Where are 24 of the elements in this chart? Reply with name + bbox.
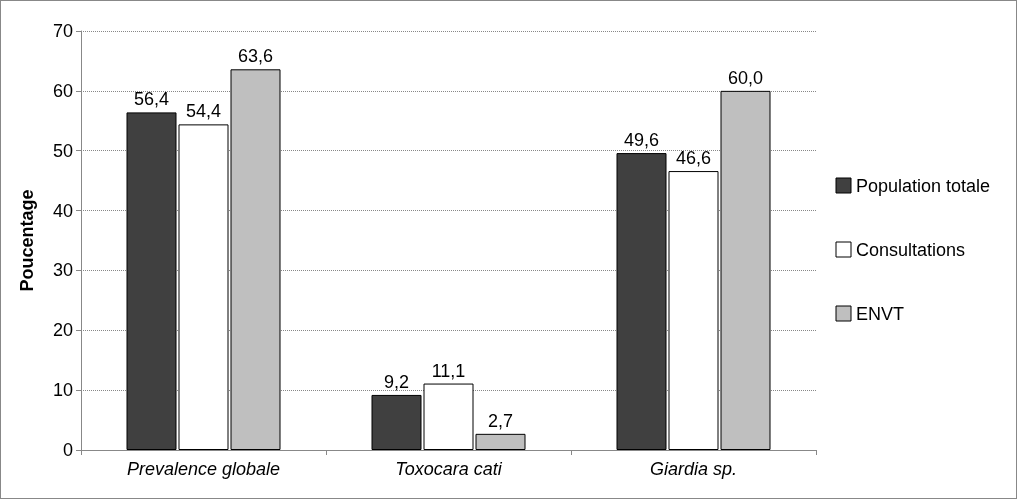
y-tick-label: 10 bbox=[52, 380, 73, 401]
data-label: 9,2 bbox=[383, 371, 410, 392]
y-tick-label: 50 bbox=[52, 140, 73, 161]
data-label: 56,4 bbox=[133, 89, 170, 110]
data-label: 46,6 bbox=[675, 148, 712, 169]
y-tick-label: 0 bbox=[62, 440, 73, 460]
y-tick-label: 60 bbox=[52, 80, 73, 101]
data-label: 60,0 bbox=[727, 67, 764, 88]
data-label: 11,1 bbox=[431, 360, 466, 381]
y-tick-label: 40 bbox=[52, 200, 73, 221]
legend-label: Consultations bbox=[856, 239, 966, 260]
data-label: 54,4 bbox=[185, 101, 222, 122]
x-tick-label: Giardia sp. bbox=[649, 459, 738, 479]
legend-label: Population totale bbox=[856, 175, 991, 196]
data-label: 63,6 bbox=[237, 46, 274, 67]
data-label: 2,7 bbox=[487, 410, 514, 431]
x-tick-label: Prevalence globale bbox=[126, 459, 281, 479]
legend-label: ENVT bbox=[856, 303, 905, 324]
y-tick-label: 20 bbox=[52, 320, 73, 341]
data-label: 49,6 bbox=[623, 130, 660, 151]
y-tick-label: 30 bbox=[52, 260, 73, 281]
x-tick-label: Toxocara cati bbox=[395, 459, 503, 479]
y-axis-title: Poucentage bbox=[17, 189, 37, 292]
y-tick-label: 70 bbox=[52, 21, 73, 41]
